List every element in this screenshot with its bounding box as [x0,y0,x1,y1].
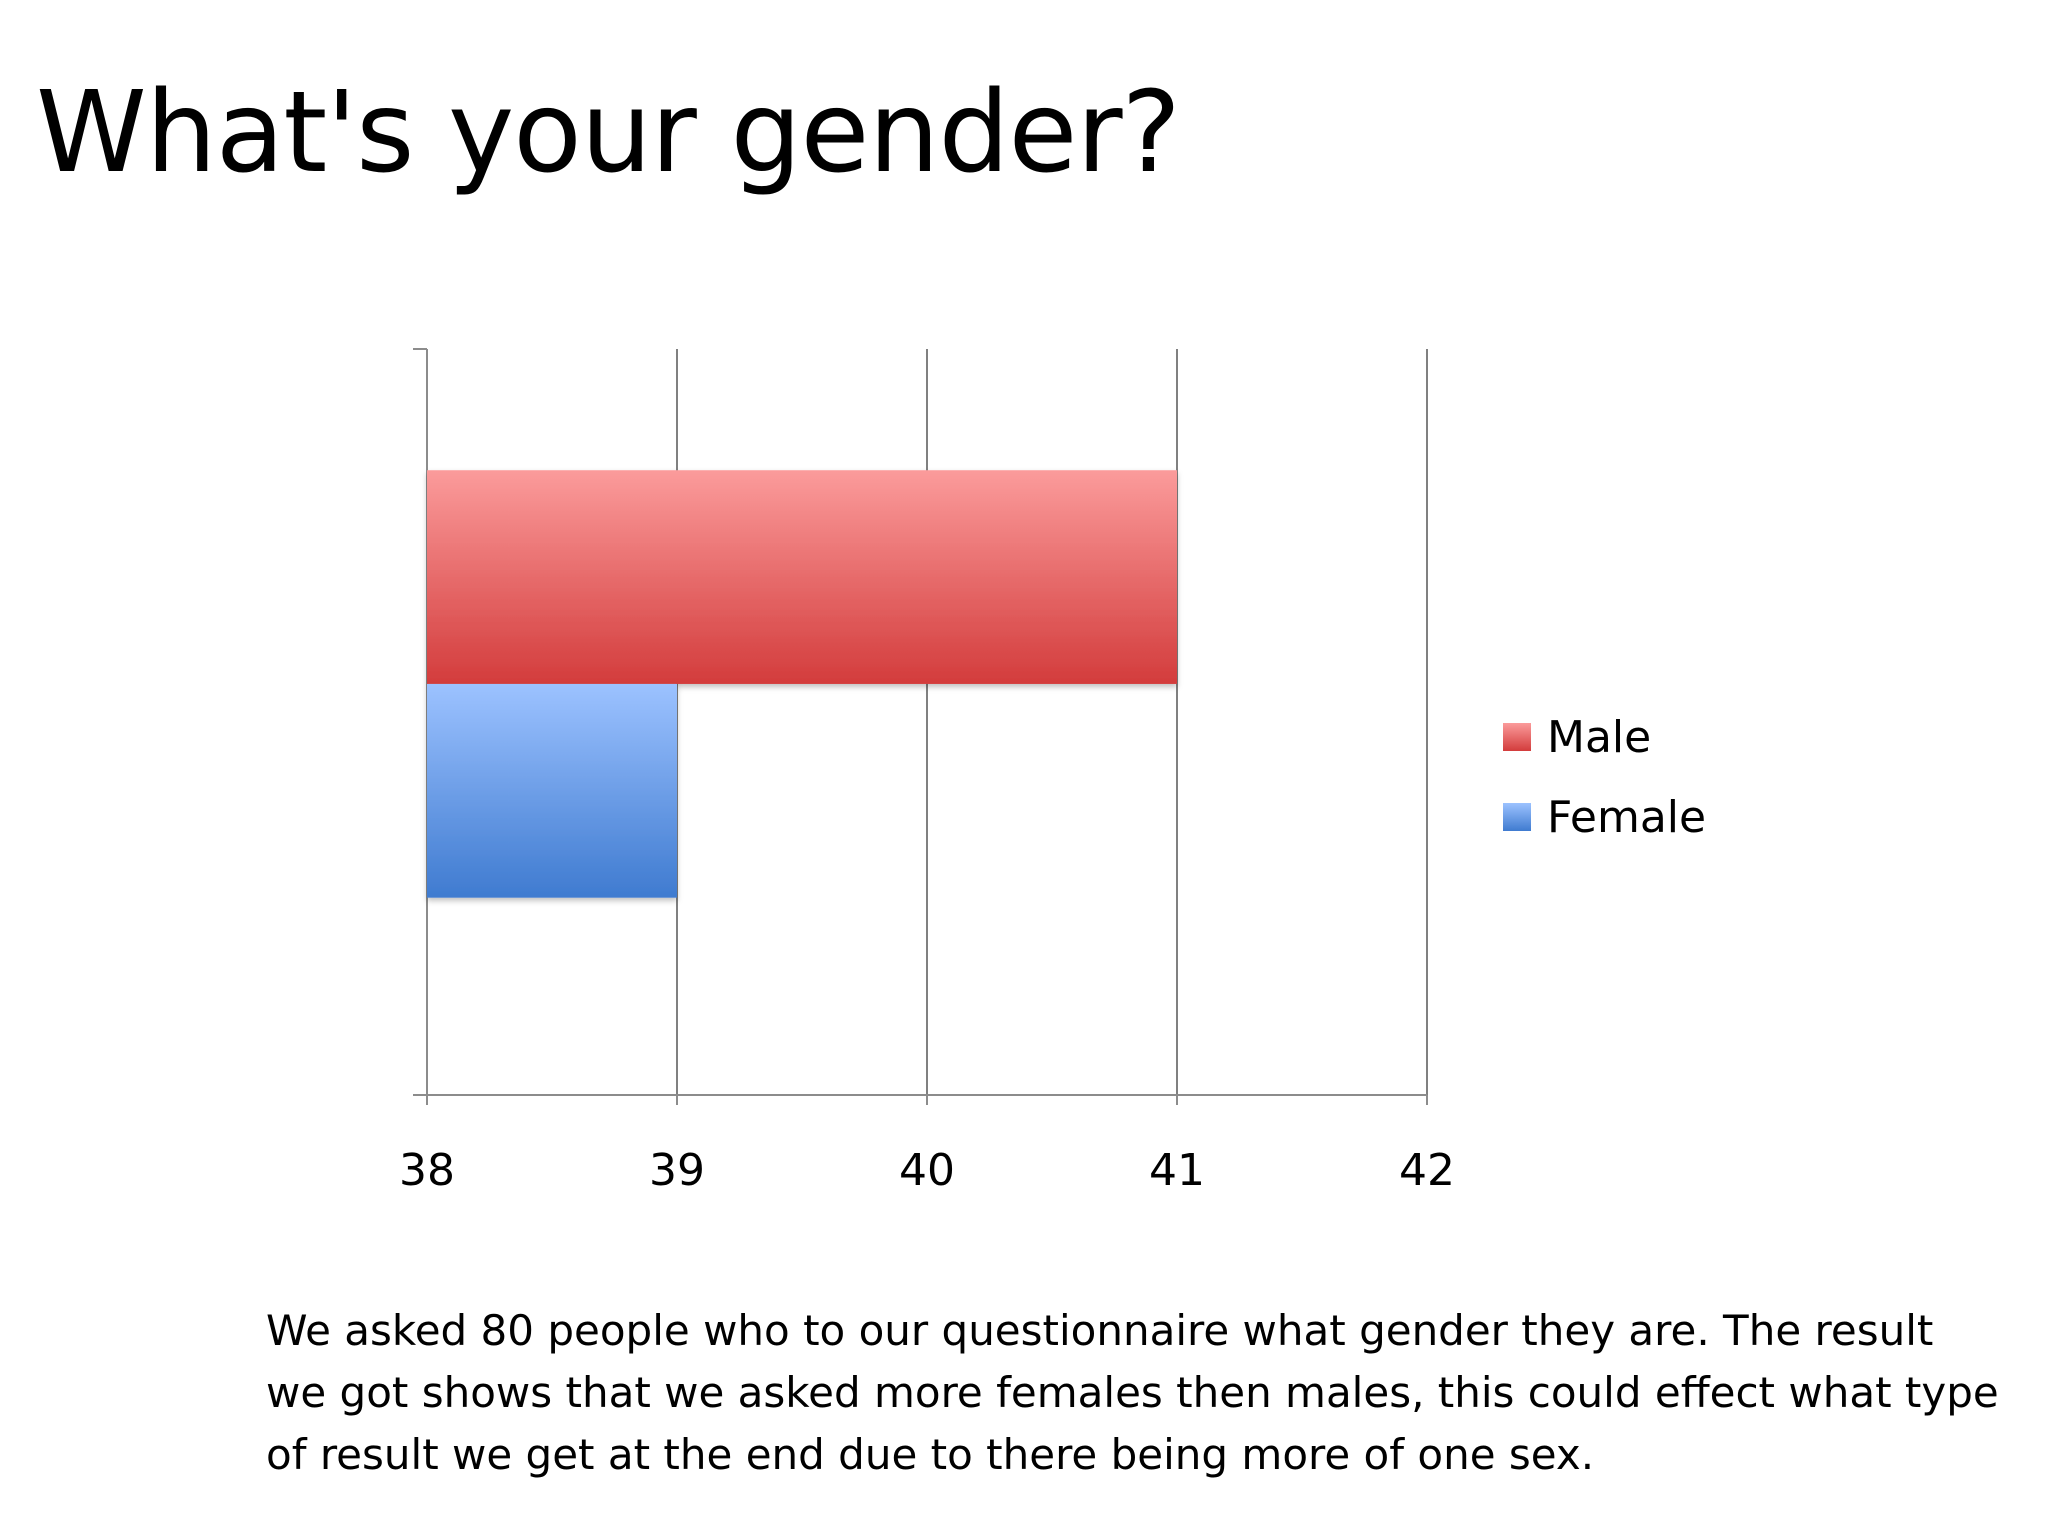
x-tick-label-41: 41 [1149,1145,1205,1196]
legend-label-male: Male [1547,712,1651,763]
bar-female [427,683,677,898]
slide-description: We asked 80 people who to our questionna… [266,1306,1999,1479]
x-tick-label-40: 40 [899,1145,955,1196]
bars [427,470,1177,898]
x-tick-label-38: 38 [399,1145,455,1196]
legend-swatch-male [1503,723,1531,751]
x-axis-tick-labels: 38 39 40 41 42 [399,1145,1455,1196]
legend-swatch-female [1503,803,1531,831]
bar-male [427,470,1177,684]
gridlines [676,349,1428,1095]
x-tick-label-39: 39 [649,1145,705,1196]
legend-label-female: Female [1547,792,1706,843]
slide-title: What's your gender? [36,68,1181,198]
x-tick-label-42: 42 [1399,1145,1455,1196]
legend: Male Female [1503,712,1706,843]
